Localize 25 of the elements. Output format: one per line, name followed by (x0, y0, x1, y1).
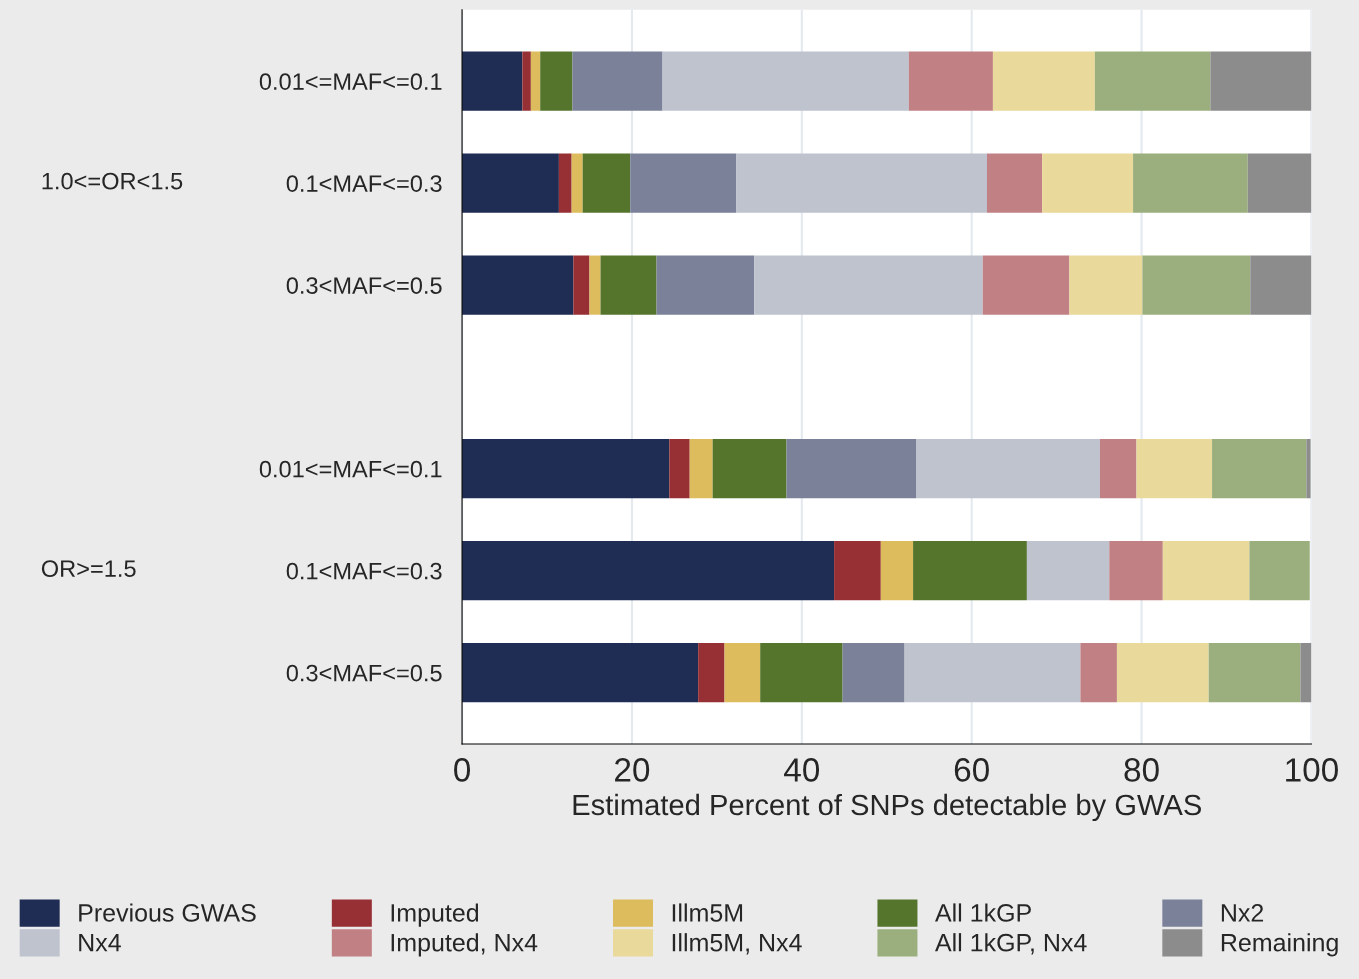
text: 1.0<=OR<1.5 (42, 172, 183, 190)
y-tick-label: 0.01<=MAF<=0.1 (259, 460, 442, 478)
legend-label: Nx4 (79, 934, 121, 952)
x-tick-label: 40 (784, 758, 820, 782)
y-tick-label: 0.1<MAF<=0.3 (286, 562, 442, 580)
text: OR>=1.5 (41, 560, 136, 578)
y-tick-label: 0.3<MAF<=0.5 (286, 664, 442, 682)
x-tick-label: 20 (615, 758, 650, 782)
legend-label: Imputed, Nx4 (391, 933, 538, 957)
legend-label: All 1kGP, Nx4 (935, 933, 1087, 955)
x-tick-label: 80 (1124, 758, 1159, 782)
legend-label: Imputed (391, 903, 479, 927)
x-tick-label: 60 (954, 758, 989, 782)
legend-label: Nx2 (1221, 904, 1264, 922)
x-tick-label: 100 (1286, 758, 1338, 782)
legend-label: All 1kGP (935, 903, 1031, 922)
legend-label: Illm5M (672, 903, 743, 922)
legend-label: Remaining (1221, 933, 1338, 957)
x-tick-label: 0 (454, 758, 471, 782)
x-axis-title: Estimated Percent of SNPs detectable by GWAS (573, 793, 1201, 822)
y-tick-label: 0.3<MAF<=0.5 (286, 277, 442, 294)
legend-label: Illm5M, Nx4 (672, 933, 802, 955)
y-tick-label: 0.1<MAF<=0.3 (286, 175, 442, 192)
legend-label: Previous GWAS (79, 903, 256, 922)
y-tick-label: 0.01<=MAF<=0.1 (259, 73, 442, 90)
